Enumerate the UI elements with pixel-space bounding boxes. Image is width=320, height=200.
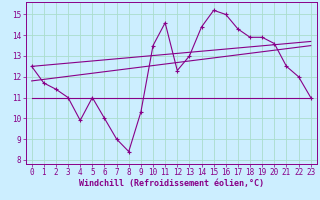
X-axis label: Windchill (Refroidissement éolien,°C): Windchill (Refroidissement éolien,°C): [79, 179, 264, 188]
